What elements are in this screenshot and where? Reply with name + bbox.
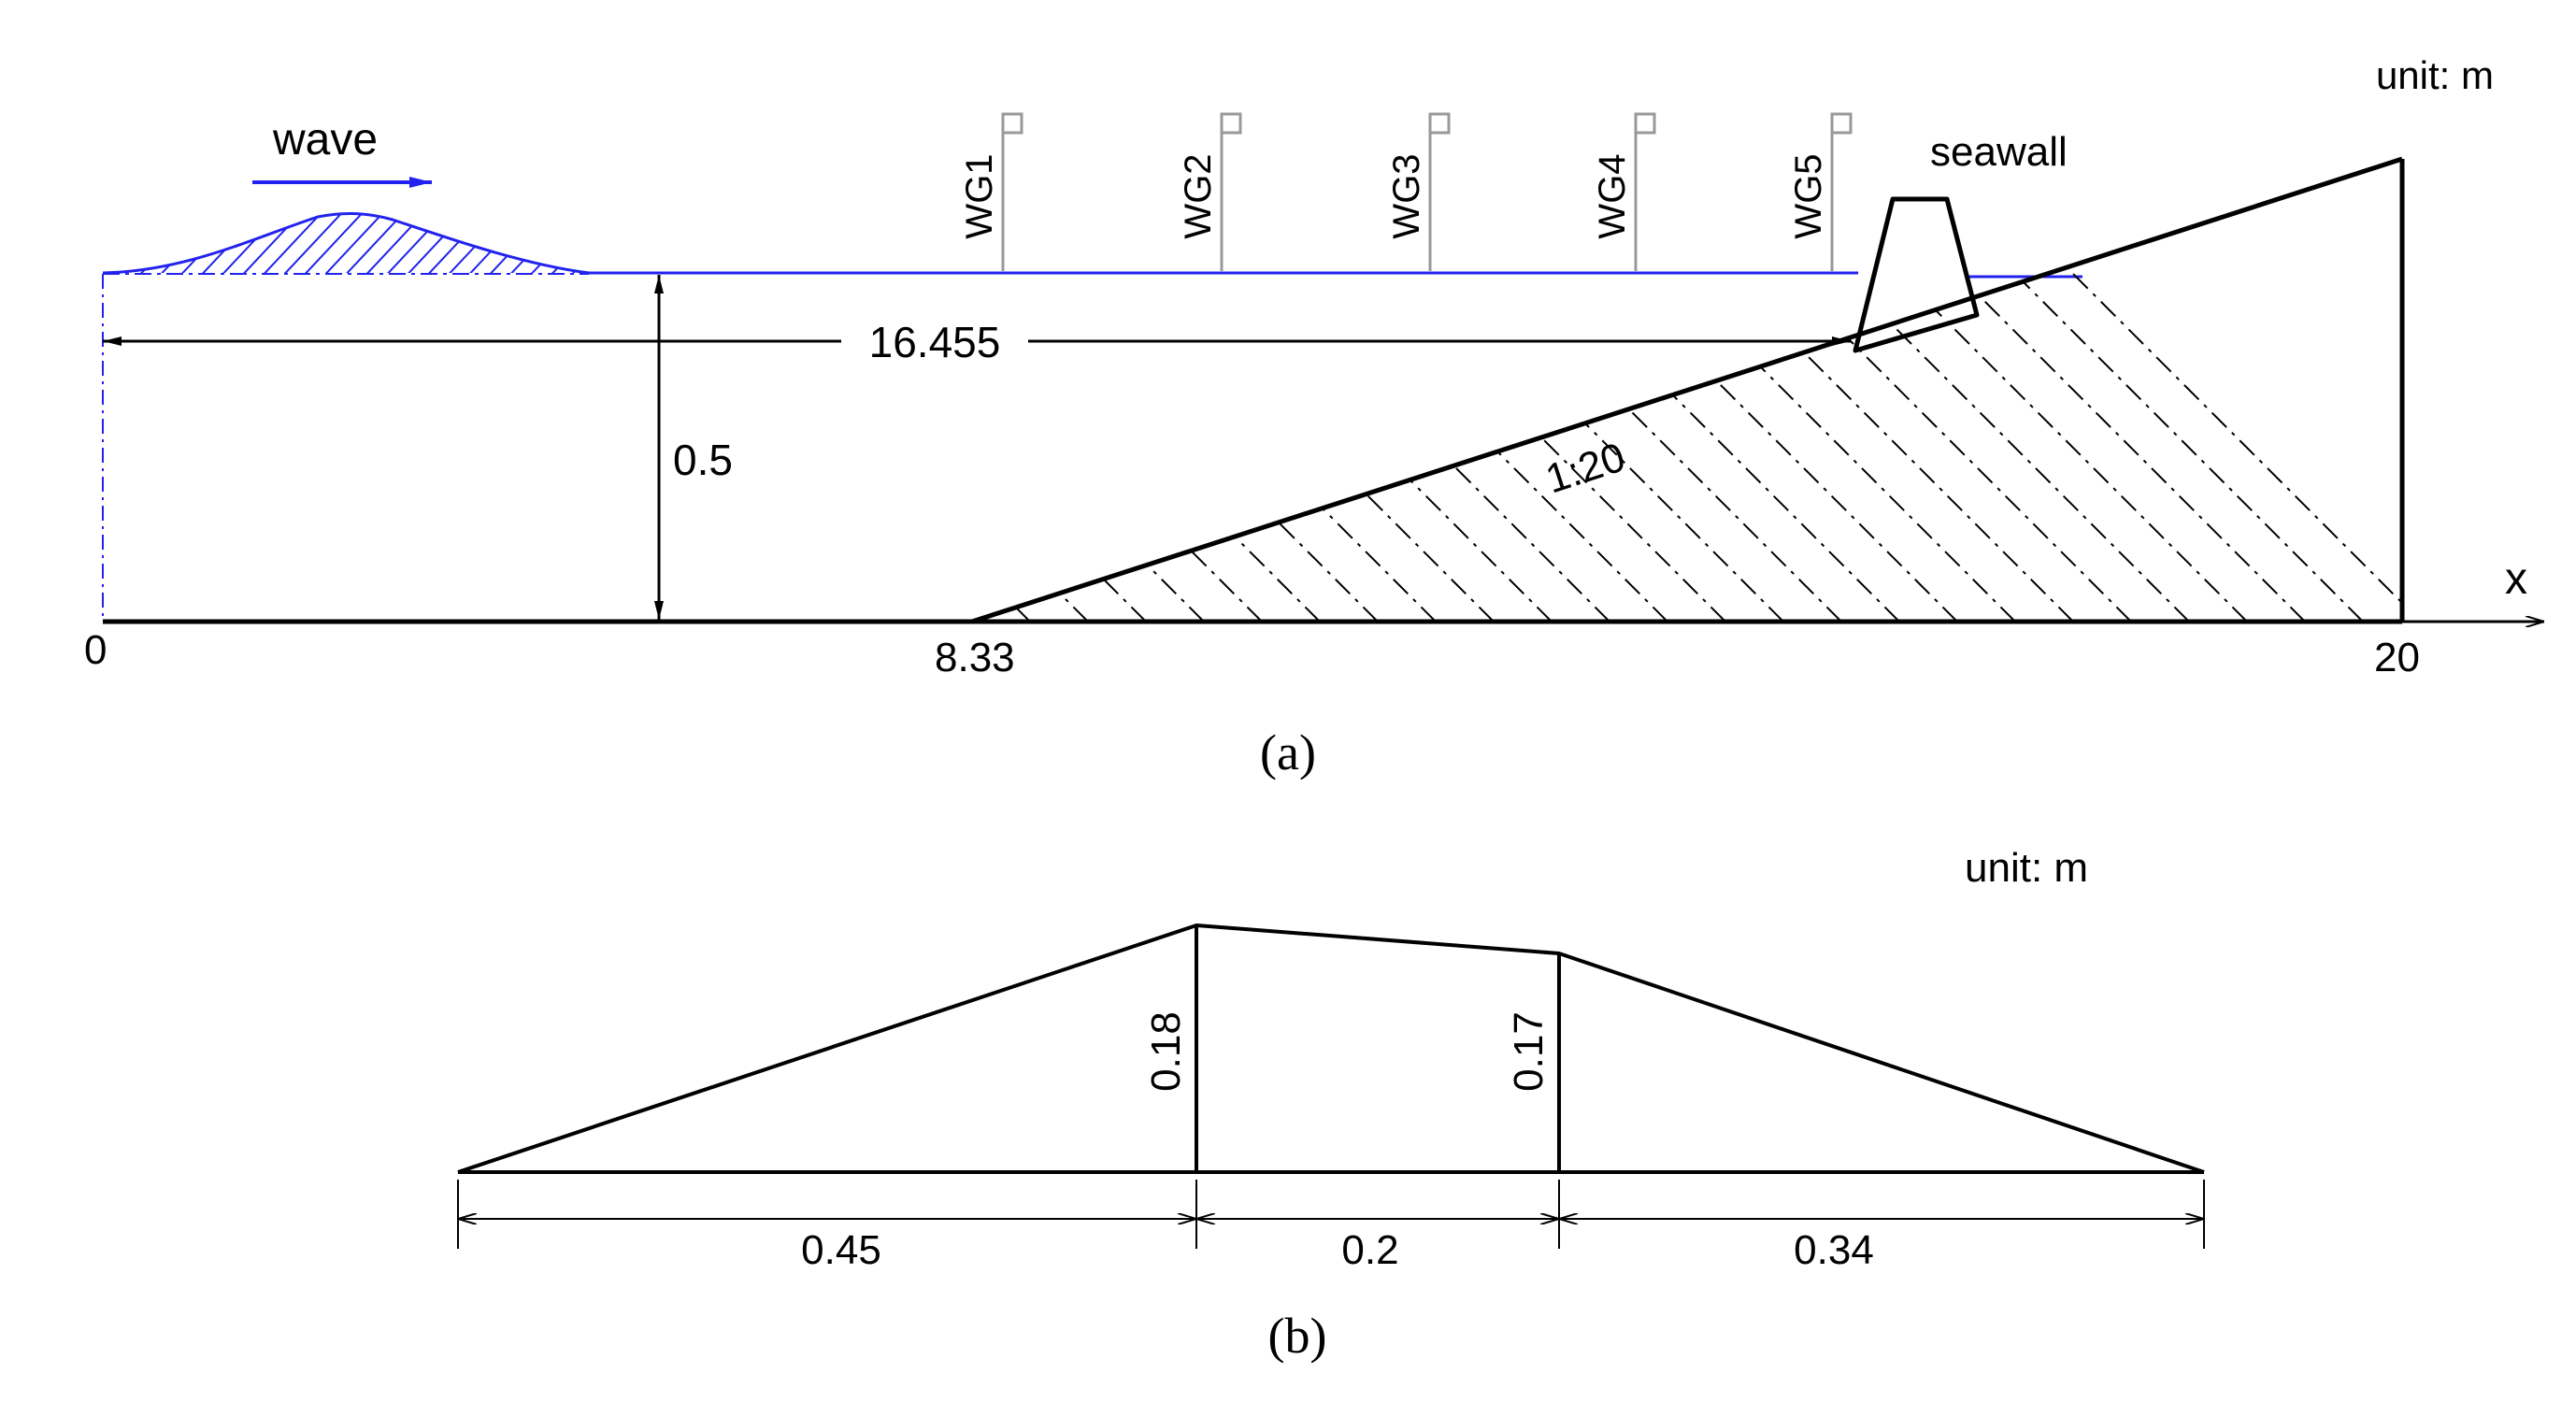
wave-hatch-line — [628, 206, 698, 280]
hatch-line — [1760, 159, 2248, 622]
wave-gauges: WG1 WG2 WG3 WG4 WG5 — [959, 112, 1853, 271]
wave-hatch-line — [360, 213, 432, 273]
wave-hatch-line — [195, 213, 267, 273]
wave-hatch-line — [278, 213, 350, 273]
hatch-line — [1238, 159, 1726, 622]
wave-hatch-line — [380, 213, 452, 273]
caption-a: (a) — [1260, 724, 1316, 780]
hatch-line — [972, 159, 1031, 622]
gauge-wg1: WG1 — [959, 112, 1023, 271]
gauge-wg2: WG2 — [1178, 112, 1242, 271]
caption-b: (b) — [1268, 1308, 1327, 1364]
x-tick-20: 20 — [2374, 635, 2420, 680]
wave-hatch-line — [586, 213, 589, 273]
width-label-045: 0.45 — [801, 1227, 881, 1273]
wave-hatch-line — [175, 213, 247, 273]
rear-height-label: 0.17 — [1506, 1011, 1552, 1092]
seawall-label: seawall — [1930, 129, 2068, 175]
front-height-label: 0.18 — [1143, 1011, 1189, 1092]
hatch-line — [1934, 159, 2402, 622]
wave-hatch-line — [442, 213, 514, 273]
gauge-head — [1428, 112, 1451, 135]
wave-profile — [102, 211, 590, 275]
x-tick-8-33: 8.33 — [935, 635, 1015, 680]
slope-label: 1:20 — [1540, 434, 1631, 502]
unit-label-a: unit: m — [2376, 53, 2494, 97]
wave-hatch-line — [422, 213, 494, 273]
seawall-profile — [457, 923, 2205, 1174]
gauge-label: WG3 — [1386, 153, 1427, 238]
wave-hatch-line — [463, 213, 535, 273]
wave-hatch-line — [608, 206, 678, 280]
hatch-line — [1644, 159, 2132, 622]
length-dim-label: 16.455 — [869, 318, 1001, 366]
width-label-034: 0.34 — [1794, 1227, 1874, 1273]
gauge-head — [1634, 112, 1656, 135]
wave-hatch-line — [565, 213, 589, 273]
wave-hatch-line — [319, 213, 391, 273]
hatch-line — [1818, 159, 2306, 622]
hatch-line — [972, 159, 973, 622]
wave-hatching — [103, 206, 698, 280]
slope-hatching — [972, 159, 2402, 622]
hatch-line — [1702, 159, 2190, 622]
hatch-line — [972, 159, 1147, 622]
gauge-label: WG1 — [959, 153, 1000, 238]
width-label-02: 0.2 — [1341, 1227, 1398, 1273]
hatch-line — [1065, 159, 1553, 622]
slope-surface — [971, 156, 2403, 624]
gauge-label: WG4 — [1592, 153, 1633, 238]
seawall — [1853, 196, 1980, 353]
gauge-wg3: WG3 — [1386, 112, 1451, 271]
wave-hatch-line — [483, 213, 555, 273]
hatch-line — [1296, 159, 1784, 622]
wave-hatch-line — [545, 213, 589, 273]
wave-hatch-line — [298, 213, 370, 273]
gauge-head — [1220, 112, 1242, 135]
depth-dim-label: 0.5 — [673, 436, 733, 484]
x-tick-0: 0 — [84, 627, 107, 673]
hatch-line — [1876, 159, 2364, 622]
hatch-line — [972, 159, 1321, 622]
gauge-head — [1001, 112, 1023, 135]
hatch-line — [972, 159, 1089, 622]
hatch-line — [1528, 159, 2016, 622]
panel-a: unit: m wave WG1 WG2 WG3 WG4 WG5 seawall 1:2… — [84, 53, 2544, 780]
width-dimensions — [457, 1180, 2205, 1249]
unit-label-b: unit: m — [1965, 845, 2088, 891]
gauge-label: WG2 — [1178, 153, 1219, 238]
gauge-head — [1830, 112, 1853, 135]
x-axis-label: x — [2505, 554, 2527, 604]
wave-hatch-line — [154, 213, 226, 273]
panel-b: unit: m 0.18 0.17 0.45 0.2 0.34 (b) — [457, 845, 2205, 1364]
gauge-wg4: WG4 — [1592, 112, 1656, 271]
wave-hump — [102, 206, 698, 280]
hatch-line — [1470, 159, 1958, 622]
gauge-wg5: WG5 — [1788, 112, 1853, 271]
wave-label: wave — [272, 115, 378, 165]
gauge-label: WG5 — [1788, 153, 1829, 238]
wave-hatch-line — [216, 213, 288, 273]
hatch-line — [1586, 159, 2074, 622]
